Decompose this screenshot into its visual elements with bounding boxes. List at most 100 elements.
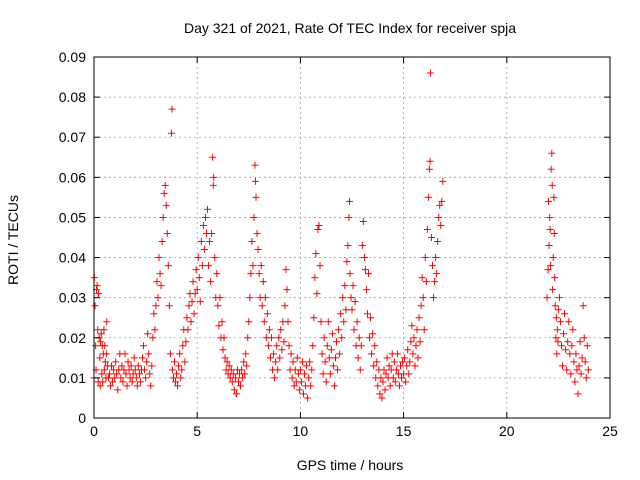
data-point xyxy=(234,378,242,386)
data-point xyxy=(211,254,219,262)
data-point xyxy=(275,334,283,342)
data-point xyxy=(220,334,228,342)
data-point xyxy=(246,294,254,302)
data-point xyxy=(248,238,256,246)
data-point xyxy=(218,318,226,326)
data-point xyxy=(355,334,363,342)
data-point xyxy=(428,262,436,270)
data-point xyxy=(196,298,204,306)
data-point xyxy=(549,286,557,294)
data-point xyxy=(426,69,434,77)
x-axis-label: GPS time / hours xyxy=(297,457,404,473)
data-point xyxy=(139,354,147,362)
data-point xyxy=(554,338,562,346)
data-point xyxy=(435,213,443,221)
data-point xyxy=(399,358,407,366)
data-point xyxy=(569,326,577,334)
data-point xyxy=(96,354,104,362)
data-point xyxy=(185,302,193,310)
data-point xyxy=(417,302,425,310)
data-point xyxy=(310,314,318,322)
data-point xyxy=(369,330,377,338)
data-point xyxy=(241,370,249,378)
data-point xyxy=(155,254,163,262)
data-point xyxy=(311,274,319,282)
data-point xyxy=(272,358,280,366)
data-point xyxy=(353,318,361,326)
data-point xyxy=(349,282,357,290)
data-point xyxy=(339,294,347,302)
data-point xyxy=(409,350,417,358)
data-points xyxy=(90,69,592,402)
data-point xyxy=(188,298,196,306)
data-point xyxy=(334,366,342,374)
data-point xyxy=(121,350,129,358)
data-point xyxy=(123,382,131,390)
data-point xyxy=(326,370,334,378)
data-point xyxy=(555,294,563,302)
data-point xyxy=(398,374,406,382)
data-point xyxy=(390,358,398,366)
data-point xyxy=(228,378,236,386)
data-point xyxy=(125,366,133,374)
data-point xyxy=(343,258,351,266)
data-point xyxy=(165,302,173,310)
data-point xyxy=(204,205,212,213)
data-point xyxy=(200,246,208,254)
data-point xyxy=(577,370,585,378)
data-point xyxy=(304,394,312,402)
data-point xyxy=(129,370,137,378)
data-point xyxy=(420,326,428,334)
data-point xyxy=(358,242,366,250)
data-point xyxy=(126,374,134,382)
data-point xyxy=(288,374,296,382)
data-point xyxy=(546,225,554,233)
data-point xyxy=(118,362,126,370)
data-point xyxy=(549,254,557,262)
data-point xyxy=(135,370,143,378)
data-point xyxy=(422,278,430,286)
data-point xyxy=(191,290,199,298)
data-point xyxy=(184,326,192,334)
data-point xyxy=(98,370,106,378)
data-point xyxy=(244,334,252,342)
data-point xyxy=(583,342,591,350)
data-point xyxy=(318,350,326,358)
data-point xyxy=(136,378,144,386)
data-point xyxy=(561,310,569,318)
data-point xyxy=(143,358,151,366)
data-point xyxy=(362,286,370,294)
data-point xyxy=(151,326,159,334)
data-point xyxy=(554,306,562,314)
data-point xyxy=(271,374,279,382)
data-point xyxy=(568,342,576,350)
data-point xyxy=(319,370,327,378)
data-point xyxy=(574,390,582,398)
data-point xyxy=(557,342,565,350)
data-point xyxy=(178,366,186,374)
data-point xyxy=(416,338,424,346)
data-point xyxy=(158,238,166,246)
data-point xyxy=(401,354,409,362)
data-point xyxy=(336,350,344,358)
data-point xyxy=(313,290,321,298)
data-point xyxy=(170,358,178,366)
data-point xyxy=(320,334,328,342)
data-point xyxy=(377,374,385,382)
data-point xyxy=(363,310,371,318)
data-point xyxy=(407,338,415,346)
data-point xyxy=(580,334,588,342)
y-tick-label: 0 xyxy=(78,410,86,426)
data-point xyxy=(285,342,293,350)
data-point xyxy=(278,346,286,354)
data-point xyxy=(290,382,298,390)
data-point xyxy=(354,354,362,362)
data-point xyxy=(109,378,117,386)
data-point xyxy=(439,177,447,185)
data-point xyxy=(337,310,345,318)
data-point xyxy=(173,370,181,378)
data-point xyxy=(124,358,132,366)
data-point xyxy=(146,370,154,378)
data-point xyxy=(276,354,284,362)
data-point xyxy=(223,358,231,366)
